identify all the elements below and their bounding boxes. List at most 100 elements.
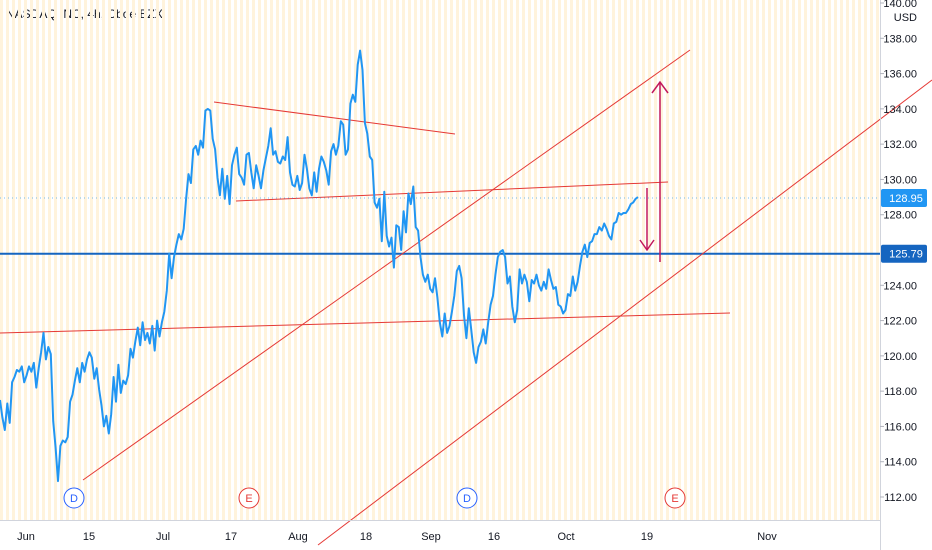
price-label-text: 125.79	[889, 249, 923, 261]
earnings-marker[interactable]: E	[664, 487, 686, 509]
session-band	[684, 0, 687, 520]
session-band	[810, 0, 813, 520]
x-tick-label: Aug	[288, 531, 308, 543]
session-band	[342, 0, 345, 520]
session-band	[510, 0, 513, 520]
event-marker-circle	[456, 487, 478, 509]
level-price-label: 125.79	[881, 244, 927, 263]
session-band	[42, 0, 45, 520]
session-band	[126, 0, 129, 520]
session-band	[444, 0, 447, 520]
target-arrows[interactable]	[639, 80, 669, 262]
session-band	[54, 0, 57, 520]
x-tick-label: Jun	[17, 531, 35, 543]
session-band	[624, 0, 627, 520]
session-band	[66, 0, 69, 520]
session-band	[318, 0, 321, 520]
session-band	[576, 0, 579, 520]
channel-upper-line[interactable]	[82, 49, 691, 481]
session-band	[864, 0, 867, 520]
session-band	[282, 0, 285, 520]
session-band	[402, 0, 405, 520]
session-band	[180, 0, 183, 520]
session-band	[396, 0, 399, 520]
session-band	[114, 0, 117, 520]
session-band	[372, 0, 375, 520]
session-band	[822, 0, 825, 520]
event-marker-label: D	[463, 493, 471, 505]
session-band	[198, 0, 201, 520]
session-band	[348, 0, 351, 520]
session-band	[228, 0, 231, 520]
session-band	[30, 0, 33, 520]
session-band	[120, 0, 123, 520]
session-band	[138, 0, 141, 520]
session-band	[750, 0, 753, 520]
session-band	[546, 0, 549, 520]
descending-trend-line[interactable]	[213, 101, 456, 135]
session-band	[522, 0, 525, 520]
session-band	[786, 0, 789, 520]
price-line[interactable]	[0, 49, 639, 483]
session-band	[204, 0, 207, 520]
session-band	[732, 0, 735, 520]
price-series[interactable]	[0, 49, 880, 483]
dividend-marker[interactable]: D	[456, 487, 478, 509]
x-tick-label: Sep	[421, 531, 441, 543]
session-band	[666, 0, 669, 520]
session-band	[528, 0, 531, 520]
y-tick-label: 124.00	[883, 280, 917, 292]
session-band	[762, 0, 765, 520]
x-tick-label: 15	[83, 531, 95, 543]
y-tick-label: 118.00	[884, 386, 917, 398]
y-tick-label: 120.00	[883, 351, 917, 363]
session-band	[78, 0, 81, 520]
horizontal-trend-line[interactable]	[0, 312, 731, 334]
session-band	[150, 0, 153, 520]
session-band	[210, 0, 213, 520]
session-band	[186, 0, 189, 520]
session-band	[24, 0, 27, 520]
session-band	[738, 0, 741, 520]
session-band	[516, 0, 519, 520]
session-band	[486, 0, 489, 520]
session-band	[846, 0, 849, 520]
last-price-label: 128.95	[881, 188, 927, 207]
session-band	[570, 0, 573, 520]
x-tick-label: 18	[360, 531, 372, 543]
session-band	[144, 0, 147, 520]
session-band	[582, 0, 585, 520]
session-band	[534, 0, 537, 520]
session-band	[12, 0, 15, 520]
session-band	[474, 0, 477, 520]
session-band	[636, 0, 639, 520]
pullback-arrow-down-head	[639, 239, 655, 252]
session-band	[432, 0, 435, 520]
x-tick-label: Nov	[757, 531, 777, 543]
price-label-text: 128.95	[889, 193, 923, 205]
session-band	[726, 0, 729, 520]
dividend-marker[interactable]: D	[63, 487, 85, 509]
earnings-marker[interactable]: E	[238, 487, 260, 509]
session-band	[60, 0, 63, 520]
session-band	[156, 0, 159, 520]
y-tick-label: 136.00	[883, 69, 917, 81]
session-band	[426, 0, 429, 520]
session-band	[564, 0, 567, 520]
session-band	[72, 0, 75, 520]
x-tick-label: 16	[488, 531, 500, 543]
session-band	[606, 0, 609, 520]
session-band	[48, 0, 51, 520]
session-band	[450, 0, 453, 520]
x-tick-label: 17	[225, 531, 237, 543]
event-marker-circle	[63, 487, 85, 509]
session-band	[90, 0, 93, 520]
session-band	[96, 0, 99, 520]
channel-lower-line[interactable]	[317, 79, 932, 546]
session-band	[612, 0, 615, 520]
session-band	[36, 0, 39, 520]
y-tick-label: 116.00	[884, 421, 917, 433]
